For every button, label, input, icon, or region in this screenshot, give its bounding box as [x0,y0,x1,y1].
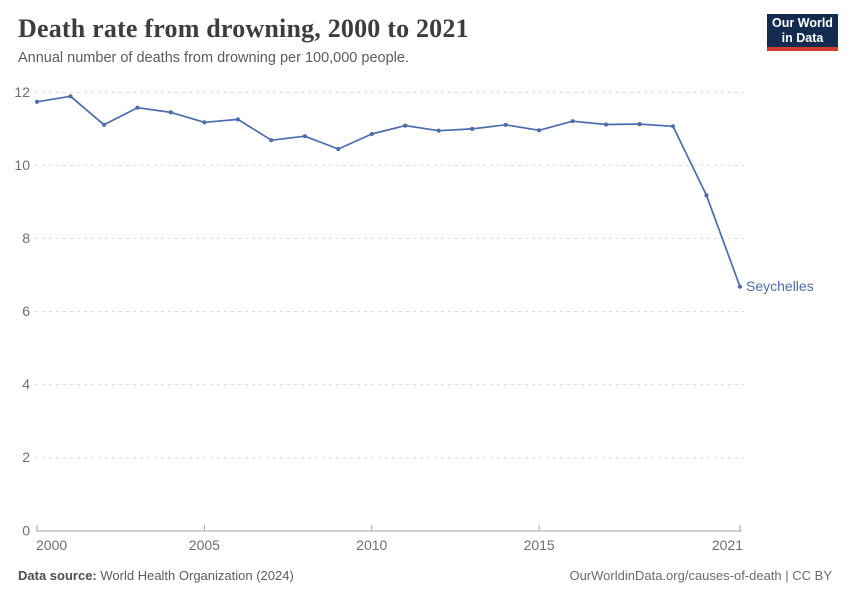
owid-logo-line1: Our World [772,15,833,30]
gridlines [35,91,744,459]
data-source-value: World Health Organization (2024) [100,568,294,583]
x-tick-label: 2010 [356,537,387,553]
data-point-2018 [637,122,642,127]
data-point-2004 [168,110,173,115]
data-point-2014 [503,122,508,127]
x-axis: 2000 2005 2010 2015 2021 [36,525,743,553]
y-tick-label: 6 [22,303,30,319]
chart-subtitle: Annual number of deaths from drowning pe… [18,50,409,66]
data-point-2012 [436,128,441,133]
data-point-2017 [604,122,609,127]
y-tick-label: 10 [14,157,30,173]
y-tick-label: 8 [22,230,30,246]
data-point-2013 [470,126,475,131]
series-line-seychelles [36,95,741,288]
data-point-2007 [269,138,274,143]
data-source-note: Data source: World Health Organization (… [18,568,294,583]
line-chart: 0 2 4 6 8 10 12 2000 2005 2010 2015 2021 Seychelles [14,84,814,553]
data-point-2019 [670,124,676,129]
owid-credit-link[interactable]: OurWorldinData.org/causes-of-death | CC … [569,568,832,583]
data-point-2020 [704,193,709,198]
x-tick-label: 2000 [36,537,67,553]
data-point-2001 [68,94,73,99]
data-point-2000 [34,99,40,104]
y-tick-label: 0 [22,522,30,538]
series-end-label: Seychelles [746,278,814,294]
y-tick-label: 2 [22,449,30,465]
chart-footer: Data source: World Health Organization (… [18,568,832,583]
data-point-2003 [135,105,140,110]
data-point-2002 [101,122,107,127]
data-point-2005 [202,120,207,125]
data-point-2006 [235,117,240,122]
y-tick-label: 12 [14,84,30,100]
x-tick-label: 2005 [189,537,220,553]
data-point-2008 [302,134,307,139]
y-tick-label: 4 [22,376,30,392]
data-source-label: Data source: [18,568,97,583]
owid-logo[interactable]: Our World in Data [767,14,838,51]
data-point-2010 [369,131,374,137]
owid-logo-line2: in Data [781,30,824,45]
data-point-2009 [336,146,341,152]
data-point-2021 [737,284,743,289]
y-axis-labels: 0 2 4 6 8 10 12 [14,84,30,538]
x-tick-label: 2015 [524,537,555,553]
chart-title: Death rate from drowning, 2000 to 2021 [18,14,469,43]
data-point-2011 [403,123,408,128]
data-point-2015 [537,128,542,133]
data-point-2016 [570,119,575,124]
series-points [34,94,743,289]
x-tick-label: 2021 [712,537,743,553]
